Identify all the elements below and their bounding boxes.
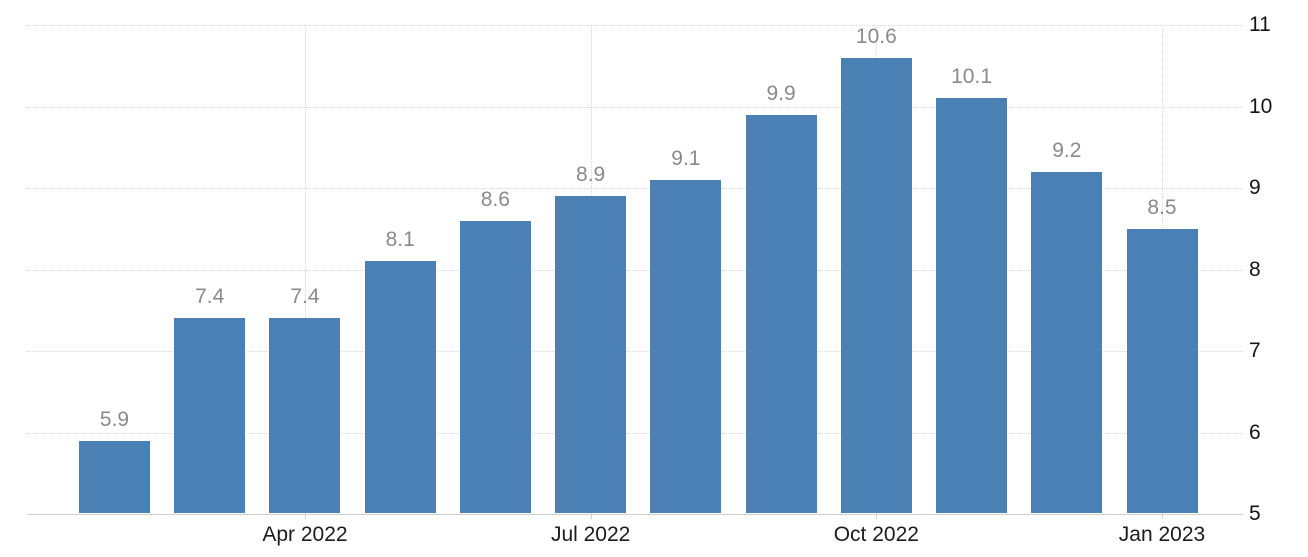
bar-value-label: 9.2 [1052,138,1082,162]
bar[interactable] [1126,228,1198,513]
x-axis-tick-label: Oct 2022 [833,523,919,546]
horizontal-gridline [27,432,1243,434]
bar-value-label: 10.6 [855,24,897,48]
vertical-gridline [304,25,306,514]
x-axis-tick [1162,514,1164,519]
y-axis-tick-label: 7 [1249,339,1261,362]
y-axis-tick-label: 9 [1249,176,1261,199]
bar[interactable] [364,261,436,513]
bar-value-label: 10.1 [951,65,992,89]
x-axis-tick-label: Jul 2022 [550,523,631,546]
bar-value-label: 8.6 [480,187,510,211]
y-axis-tick-label: 6 [1249,420,1261,444]
horizontal-gridline [27,269,1243,271]
x-axis-tick-label: Jan 2023 [1118,523,1206,546]
x-axis-tick [876,514,878,519]
bar[interactable] [269,318,341,513]
bar[interactable] [79,440,150,513]
bar[interactable] [745,114,817,513]
x-axis-line [27,514,1243,515]
bar-value-label: 8.5 [1147,195,1177,219]
bar[interactable] [555,196,627,513]
horizontal-gridline [27,188,1243,189]
horizontal-gridline [27,25,1243,26]
bar[interactable] [1031,171,1103,513]
horizontal-gridline [27,106,1243,108]
horizontal-gridline [27,351,1243,352]
bar-value-label: 9.9 [766,81,796,105]
bar-value-label: 9.1 [671,146,701,170]
bar-value-label: 7.4 [195,285,225,309]
x-axis-tick [304,514,306,519]
bar-value-label: 8.1 [385,228,415,252]
x-axis-tick-label: Apr 2022 [262,523,348,546]
bar[interactable] [840,57,912,513]
y-axis-tick-label: 10 [1249,94,1273,118]
y-axis-tick-label: 11 [1249,13,1271,36]
bar[interactable] [936,98,1008,513]
bar[interactable] [174,318,246,513]
bar-value-label: 5.9 [99,407,130,431]
bar-value-label: 8.9 [576,163,606,187]
bar[interactable] [650,179,722,513]
x-axis-tick [590,514,592,519]
bar-value-label: 7.4 [290,285,320,309]
y-axis-tick-label: 8 [1249,257,1261,281]
y-axis-tick-label: 5 [1249,502,1261,525]
bar[interactable] [459,220,531,513]
